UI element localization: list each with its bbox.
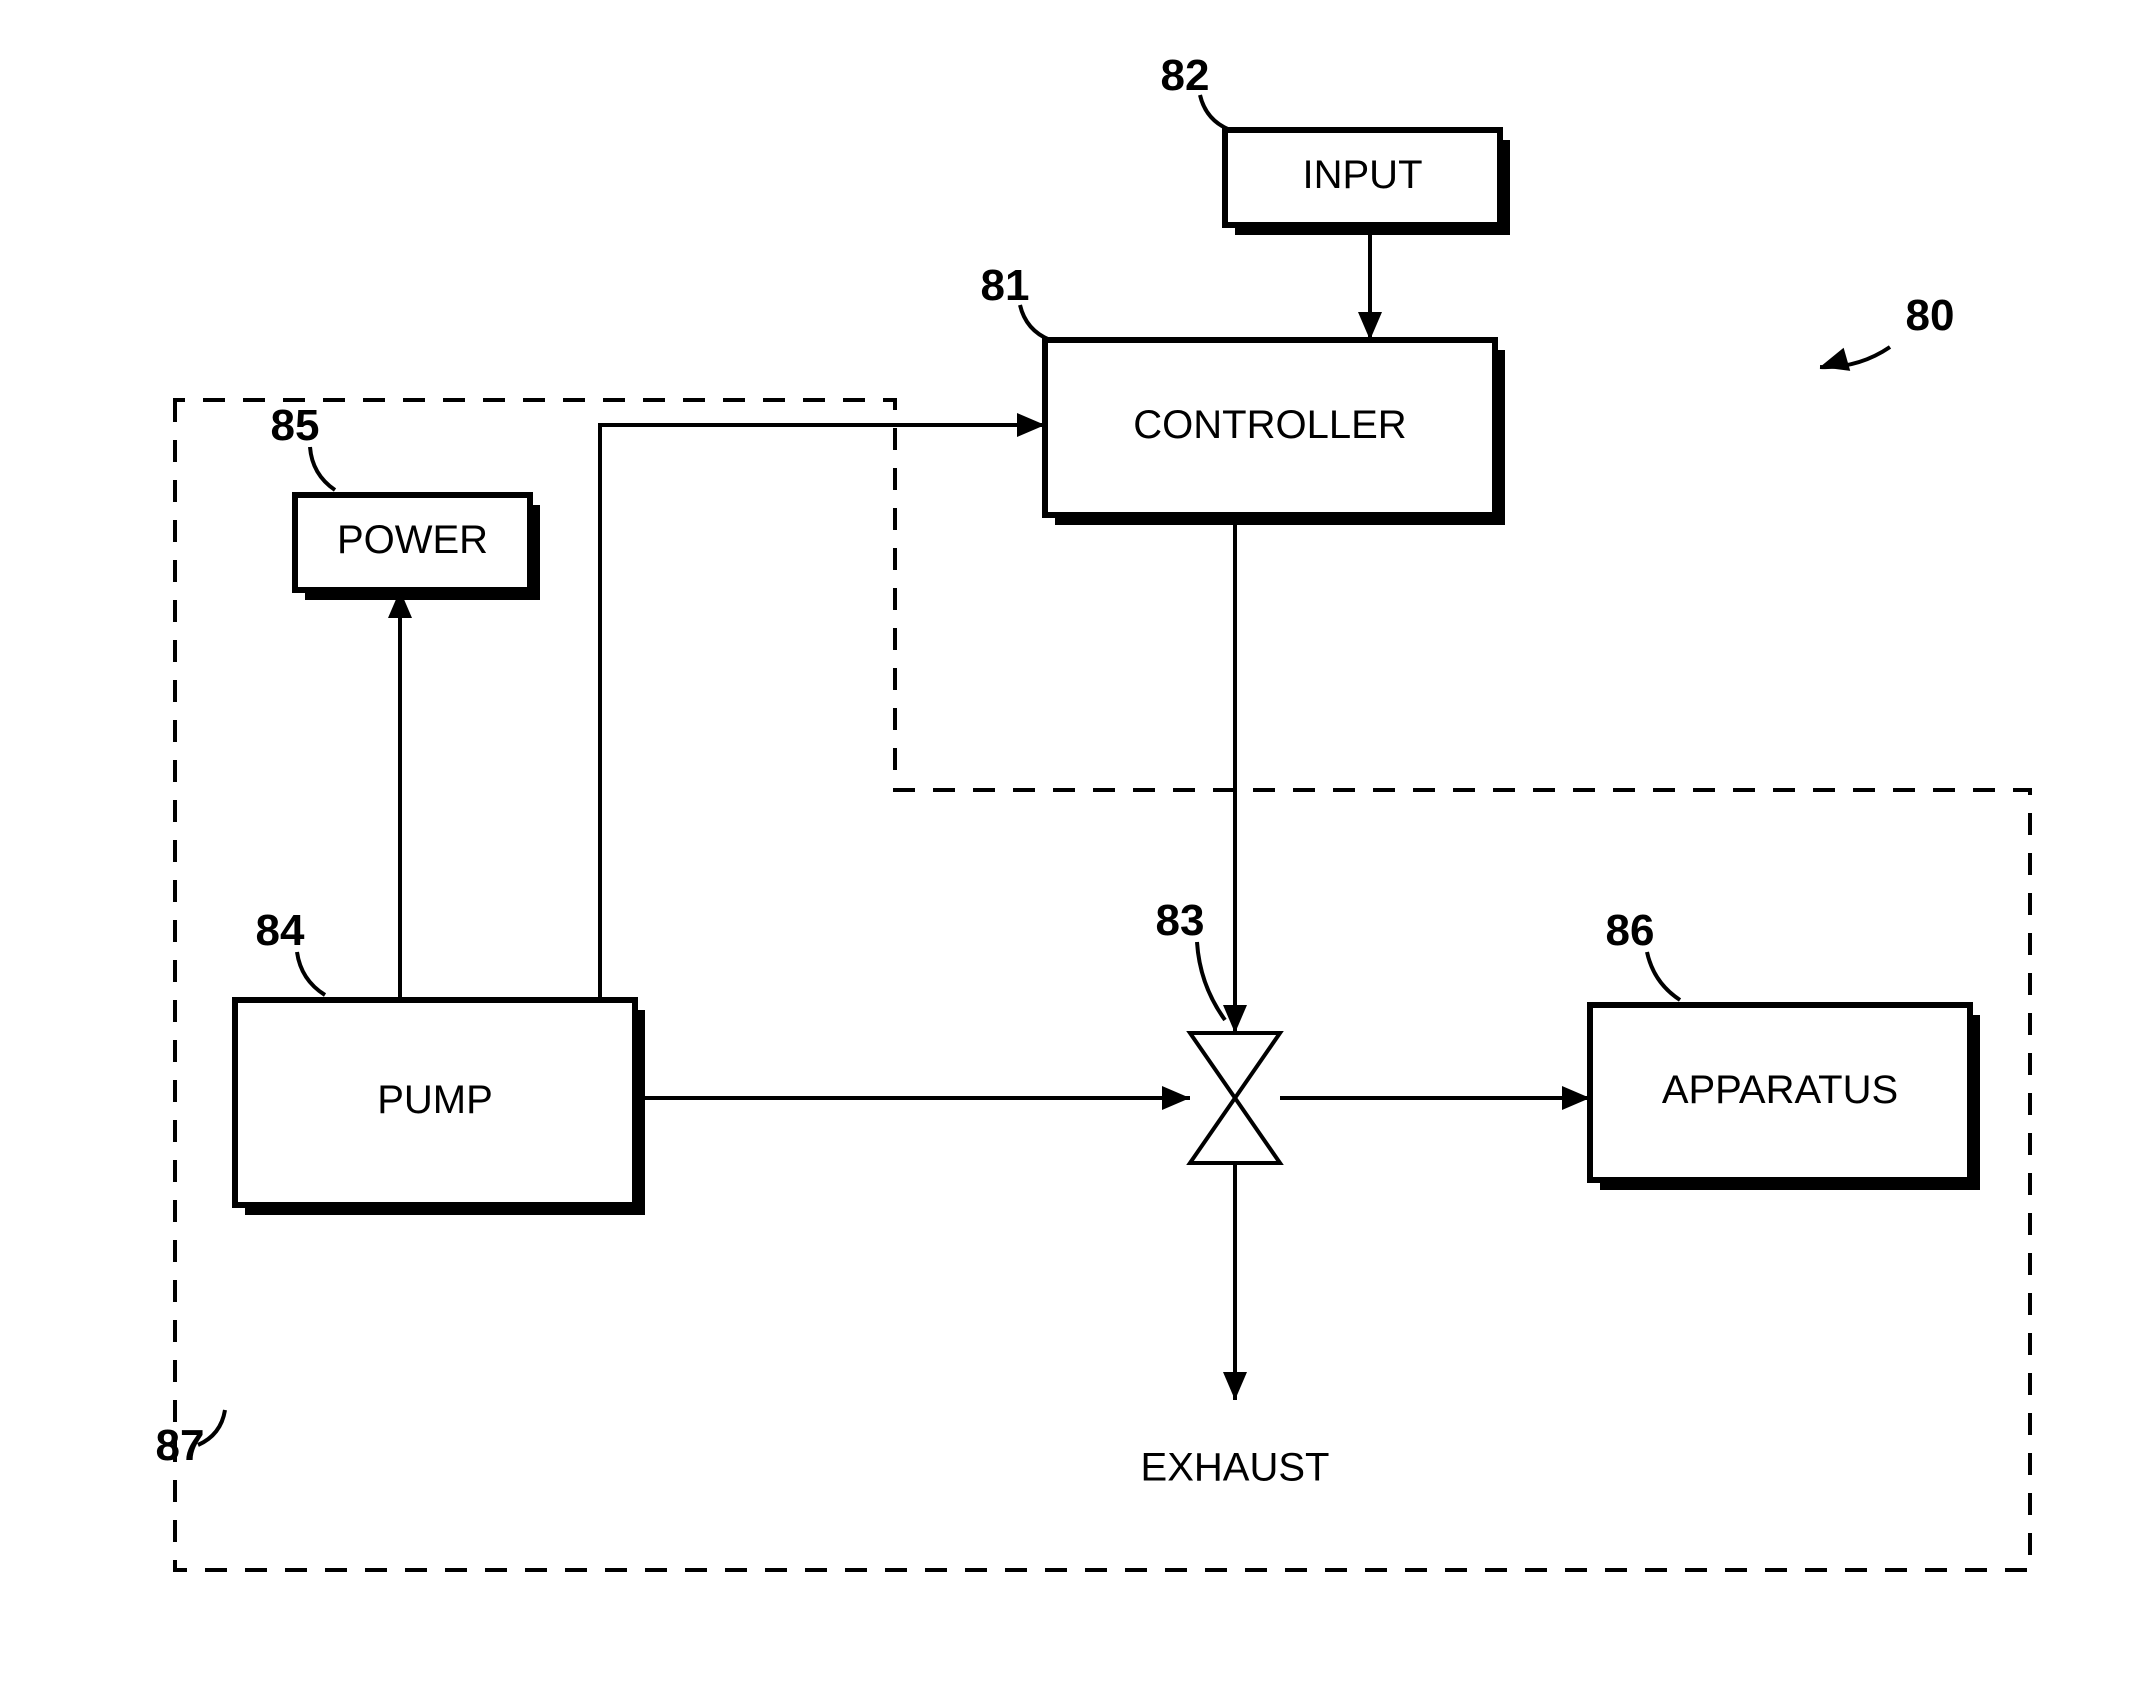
arrowhead xyxy=(1017,413,1045,437)
power-label: POWER xyxy=(337,518,488,562)
connector-pump_to_controller xyxy=(600,425,1045,1000)
controller-ref-label: 81 xyxy=(981,261,1030,310)
pump-ref-label: 84 xyxy=(256,906,305,955)
input-ref-leader xyxy=(1200,95,1230,130)
valve-ref-leader xyxy=(1197,942,1225,1020)
dash-ref-label: 87 xyxy=(156,1421,205,1470)
apparatus-ref-leader xyxy=(1647,952,1680,1000)
valve-bottom xyxy=(1190,1098,1280,1163)
apparatus-label: APPARATUS xyxy=(1662,1068,1898,1112)
arrowhead xyxy=(1223,1005,1247,1033)
controller-label: CONTROLLER xyxy=(1133,403,1406,447)
apparatus-ref-label: 86 xyxy=(1606,906,1655,955)
pump-ref-leader xyxy=(297,952,325,995)
power-ref-leader xyxy=(310,447,335,490)
arrowhead xyxy=(1358,312,1382,340)
controller-ref-leader xyxy=(1020,305,1050,340)
arrowhead xyxy=(1820,348,1850,371)
exhaust-label: EXHAUST xyxy=(1141,1446,1330,1490)
arrowhead xyxy=(1223,1372,1247,1400)
input-label: INPUT xyxy=(1303,153,1423,197)
valve-ref-label: 83 xyxy=(1156,896,1205,945)
sys-ref-label: 80 xyxy=(1906,291,1955,340)
pump-label: PUMP xyxy=(377,1078,493,1122)
arrowhead xyxy=(1562,1086,1590,1110)
input-ref-label: 82 xyxy=(1161,51,1210,100)
valve-top xyxy=(1190,1033,1280,1098)
power-ref-label: 85 xyxy=(271,401,320,450)
arrowhead xyxy=(1162,1086,1190,1110)
